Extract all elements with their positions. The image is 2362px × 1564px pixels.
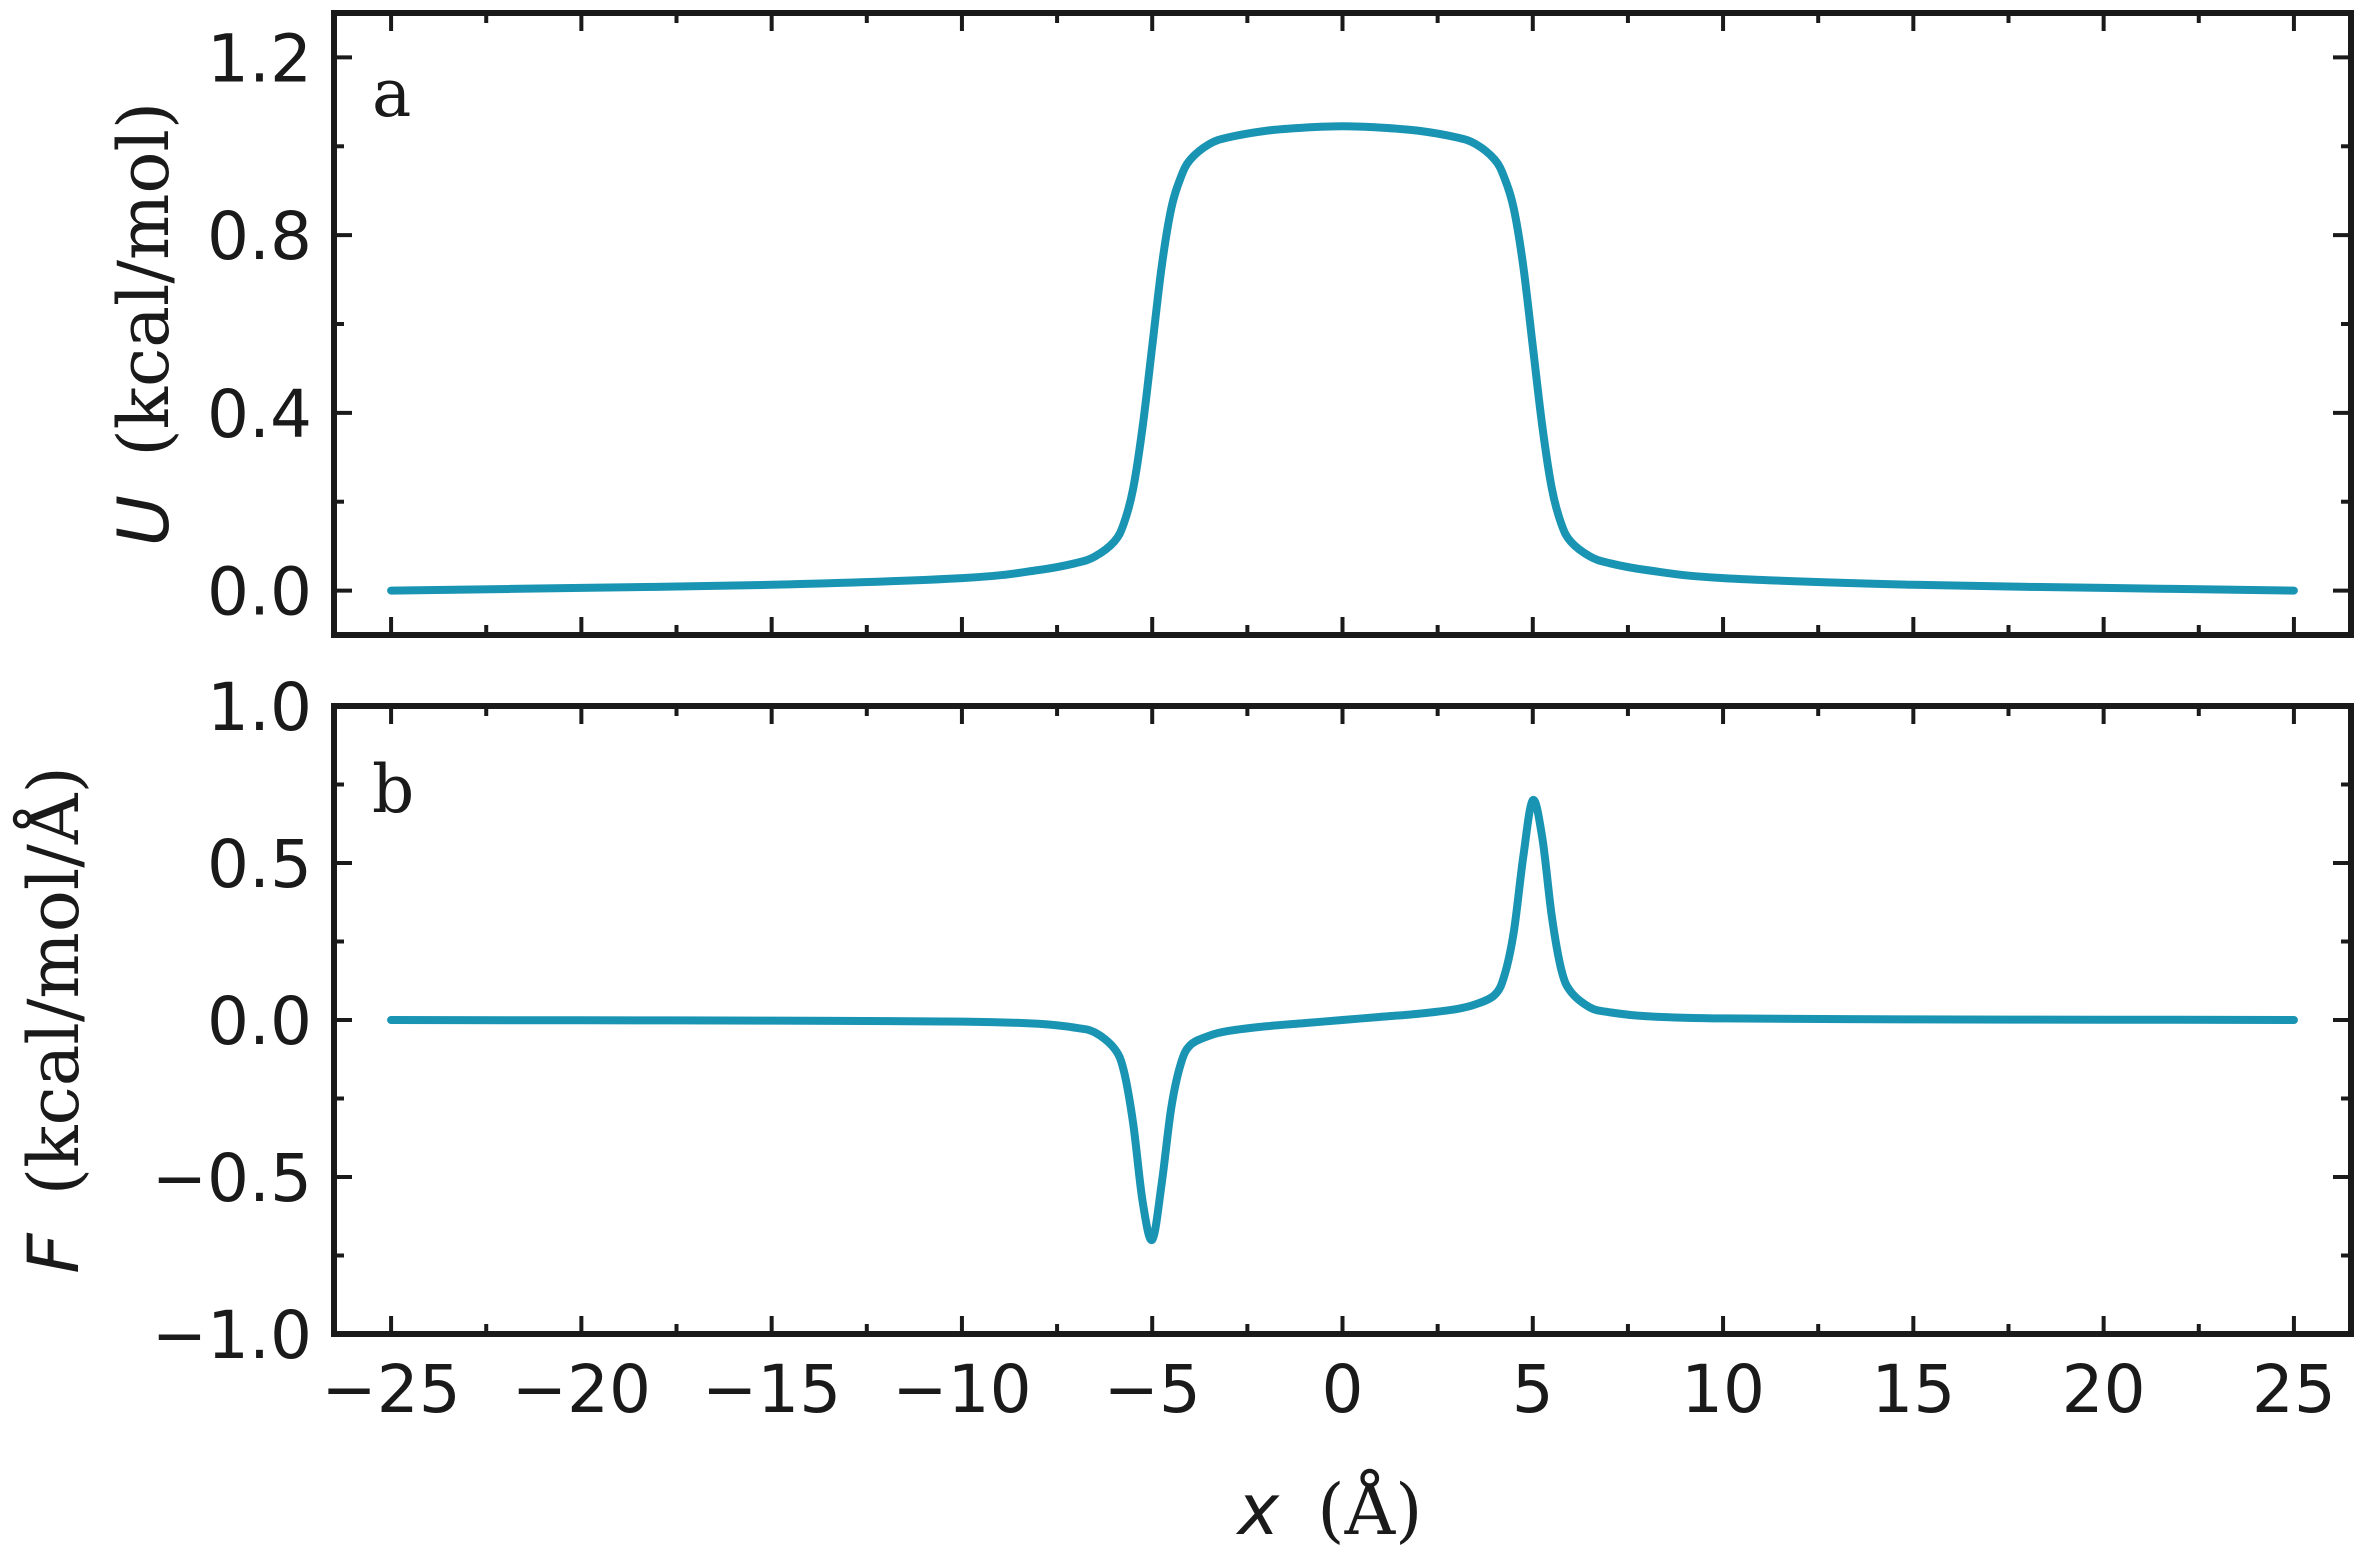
x-tick-label: 20 — [2062, 1351, 2146, 1428]
panel-b-letter: b — [372, 751, 414, 828]
panel-b-y-axis-symbol: F — [13, 1232, 95, 1274]
panel-a-ticks — [334, 13, 2351, 635]
x-tick-label: −5 — [1104, 1351, 1201, 1428]
panel-b-ticks — [334, 704, 2351, 1336]
y-tick-label: −0.5 — [152, 1140, 312, 1217]
x-tick-label: −10 — [892, 1351, 1031, 1428]
panel-b: −1.0 −0.5 0.0 0.5 1.0 −25 −20 −15 −10 −5 0 5 10 15 20… — [13, 669, 2354, 1551]
panel-b-y-axis-label: F (kcal/mol/Å) — [13, 766, 95, 1274]
y-tick-label: 1.0 — [207, 669, 312, 746]
panel-b-x-tick-labels: −25 −20 −15 −10 −5 0 5 10 15 20 25 — [321, 1351, 2335, 1428]
panel-a-y-axis-symbol: U — [103, 495, 185, 546]
panel-a-frame — [331, 10, 2354, 638]
panel-a-y-tick-labels: 0.0 0.4 0.8 1.2 — [207, 20, 312, 630]
x-tick-label: 5 — [1512, 1351, 1554, 1428]
x-tick-label: −15 — [702, 1351, 841, 1428]
x-tick-label: 25 — [2252, 1351, 2336, 1428]
x-tick-label: −25 — [321, 1351, 460, 1428]
x-axis-label: x (Å) — [1236, 1469, 1423, 1551]
y-tick-label: −1.0 — [152, 1297, 312, 1374]
panel-a-series-line — [387, 122, 2298, 595]
panel-b-y-tick-labels: −1.0 −0.5 0.0 0.5 1.0 — [152, 669, 312, 1374]
panel-a-letter: a — [372, 55, 411, 132]
x-axis-unit: (Å) — [1317, 1469, 1422, 1551]
panel-a: 0.0 0.4 0.8 1.2 a U (kcal/mol) — [103, 10, 2354, 638]
y-tick-label: 0.0 — [207, 983, 312, 1060]
panel-a-y-axis-unit: (kcal/mol) — [103, 102, 185, 457]
y-tick-label: 0.5 — [207, 826, 312, 903]
y-tick-label: 0.4 — [207, 376, 312, 453]
x-tick-label: 0 — [1322, 1351, 1364, 1428]
x-tick-label: 10 — [1681, 1351, 1765, 1428]
panel-a-y-axis-label: U (kcal/mol) — [103, 102, 185, 546]
x-axis-symbol: x — [1236, 1469, 1280, 1551]
y-tick-label: 1.2 — [207, 20, 312, 97]
panel-b-series-line — [387, 796, 2298, 1244]
panel-b-y-axis-unit: (kcal/mol/Å) — [13, 766, 95, 1195]
x-tick-label: 15 — [1871, 1351, 1955, 1428]
x-tick-label: −20 — [512, 1351, 651, 1428]
y-tick-label: 0.8 — [207, 198, 312, 275]
y-tick-label: 0.0 — [207, 554, 312, 631]
